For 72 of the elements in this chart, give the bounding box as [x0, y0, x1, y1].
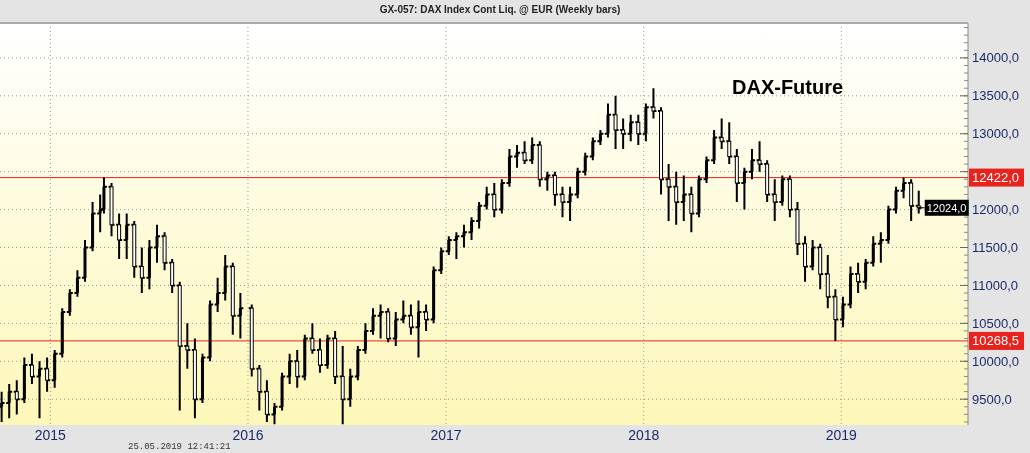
candlestick — [29, 352, 34, 386]
annotation: DAX-Future — [732, 76, 844, 98]
candlestick — [132, 219, 137, 279]
candlestick — [818, 242, 823, 291]
y-tick-label: 14000,0 — [972, 50, 1019, 66]
candlestick — [408, 303, 413, 336]
candlestick — [310, 322, 315, 355]
chart-title: GX-057: DAX Index Cont Liq. @ EUR (Weekly bars) — [379, 4, 621, 15]
y-tick-label: 11500,0 — [972, 240, 1019, 256]
y-tick-label: 10000,0 — [972, 353, 1019, 369]
candlestick — [45, 356, 50, 393]
candlestick — [757, 140, 762, 173]
candlestick — [772, 178, 777, 222]
candlestick — [689, 185, 694, 234]
candlestick — [192, 337, 197, 420]
candlestick — [333, 329, 338, 386]
text: 25.05.2019 12:41:21 — [128, 442, 231, 452]
candlestick — [825, 254, 830, 310]
x-tick-label: 2017 — [430, 427, 462, 443]
candlestick — [833, 288, 838, 342]
y-tick-label: 12000,0 — [972, 202, 1019, 218]
candlestick — [537, 140, 542, 188]
candlestick — [651, 87, 656, 120]
candlestick — [295, 348, 300, 389]
x-tick-label: 2016 — [232, 427, 264, 443]
candlestick — [14, 379, 19, 416]
candlestick — [916, 189, 921, 215]
ref-line-label: 12422,0 — [972, 170, 1019, 186]
candlestick — [719, 117, 724, 150]
candlestick — [727, 121, 732, 166]
x-tick-label: 2015 — [34, 427, 67, 443]
candlestick — [230, 261, 235, 336]
candlestick — [177, 280, 182, 412]
candlestick — [803, 235, 808, 283]
candlestick — [674, 170, 679, 226]
candlestick — [492, 182, 497, 219]
candlestick — [856, 261, 861, 295]
candlestick — [257, 364, 262, 412]
candlestick — [139, 246, 144, 295]
candlestick — [734, 147, 739, 203]
candlestick — [170, 257, 175, 295]
candlestick — [185, 322, 190, 370]
candlestick — [109, 182, 114, 238]
candlestick — [613, 94, 618, 150]
candlestick — [386, 307, 391, 344]
candlestick — [560, 185, 565, 219]
x-tick-label: 2018 — [628, 427, 660, 443]
candlestick — [340, 345, 345, 426]
candlestick — [909, 178, 914, 222]
candlestick — [765, 159, 770, 203]
annotation: 12024,0 — [926, 201, 967, 214]
candlestick — [552, 170, 557, 207]
candlestick — [522, 140, 527, 166]
y-tick-label: 10500,0 — [972, 315, 1019, 331]
candlestick — [621, 117, 626, 150]
y-tick-label: 13500,0 — [972, 88, 1019, 104]
ref-line-label: 10268,5 — [972, 333, 1019, 349]
candlestick — [162, 231, 167, 272]
x-tick-label: 2019 — [825, 427, 858, 443]
y-tick-label: 11000,0 — [972, 277, 1019, 293]
y-tick-label: 9500,0 — [972, 391, 1012, 407]
candlestick — [424, 303, 429, 332]
y-tick-label: 13000,0 — [972, 126, 1019, 142]
candlestick — [117, 212, 122, 260]
candlestick — [636, 113, 641, 147]
candlestick — [249, 303, 254, 378]
candlestick — [666, 163, 671, 222]
candlestick — [264, 379, 269, 423]
candlestick — [317, 337, 322, 374]
candlestick — [659, 106, 664, 196]
candlestick — [787, 174, 792, 219]
candlestick — [795, 201, 800, 257]
